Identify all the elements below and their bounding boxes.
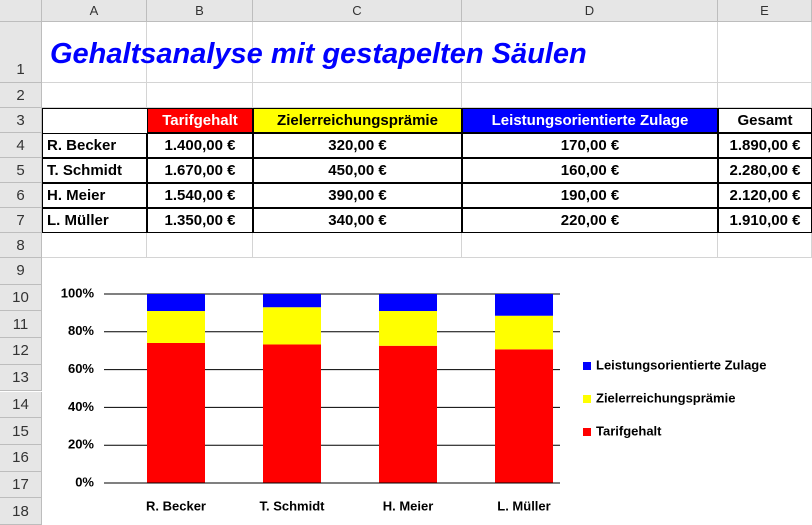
row-header: 13 xyxy=(0,364,42,392)
bar-segment xyxy=(379,345,437,483)
table-cell: 1.670,00 € xyxy=(147,158,253,183)
row-header: 5 xyxy=(0,158,42,183)
table-cell: H. Meier xyxy=(42,183,147,208)
y-tick-label: 100% xyxy=(61,285,95,300)
bar-segment xyxy=(263,307,321,345)
cell xyxy=(462,22,718,83)
table-cell: 1.400,00 € xyxy=(147,133,253,158)
bar-segment xyxy=(379,294,437,312)
y-tick-label: 0% xyxy=(75,474,94,489)
table-cell: T. Schmidt xyxy=(42,158,147,183)
table-cell: R. Becker xyxy=(42,133,147,158)
y-tick-label: 20% xyxy=(68,437,94,452)
legend-label: Zielerreichungsprämie xyxy=(596,390,735,405)
x-tick-label: H. Meier xyxy=(383,498,434,513)
table-cell: 450,00 € xyxy=(253,158,462,183)
row-header: 7 xyxy=(0,208,42,233)
cell xyxy=(147,233,253,258)
table-cell: 160,00 € xyxy=(462,158,718,183)
x-tick-label: R. Becker xyxy=(146,498,206,513)
row-header: 18 xyxy=(0,498,42,525)
bar-segment xyxy=(379,311,437,346)
table-header: Zielerreichungsprämie xyxy=(253,108,462,133)
table-cell: 170,00 € xyxy=(462,133,718,158)
cell xyxy=(462,83,718,108)
row-header: 2 xyxy=(0,83,42,108)
cell xyxy=(462,233,718,258)
bar-segment xyxy=(495,294,553,316)
legend-label: Tarifgehalt xyxy=(596,423,662,438)
cell xyxy=(253,233,462,258)
bar-segment xyxy=(147,342,205,483)
row-header: 8 xyxy=(0,233,42,258)
table-cell: 220,00 € xyxy=(462,208,718,233)
table-cell: 190,00 € xyxy=(462,183,718,208)
bar-segment xyxy=(147,294,205,312)
cell xyxy=(42,233,147,258)
bar-segment xyxy=(263,294,321,308)
x-tick-label: L. Müller xyxy=(497,498,550,513)
row-header: 10 xyxy=(0,284,42,312)
table-cell: 320,00 € xyxy=(253,133,462,158)
bar-segment xyxy=(263,344,321,483)
column-header: C xyxy=(253,0,462,22)
row-header: 17 xyxy=(0,471,42,499)
row-header: 14 xyxy=(0,391,42,419)
sheet-title: Gehaltsanalyse mit gestapelten Säulen xyxy=(50,38,587,70)
row-header: 11 xyxy=(0,311,42,339)
table-header: Leistungsorientierte Zulage xyxy=(462,108,718,133)
table-cell: 1.540,00 € xyxy=(147,183,253,208)
table-header: Tarifgehalt xyxy=(147,108,253,133)
legend-swatch xyxy=(583,362,591,370)
row-header: 3 xyxy=(0,108,42,133)
column-header: A xyxy=(42,0,147,22)
table-cell: 340,00 € xyxy=(253,208,462,233)
row-header: 15 xyxy=(0,418,42,445)
cell xyxy=(42,108,147,133)
x-tick-label: T. Schmidt xyxy=(259,498,325,513)
row-header: 9 xyxy=(0,258,42,285)
table-cell: L. Müller xyxy=(42,208,147,233)
row-header: 12 xyxy=(0,338,42,365)
y-tick-label: 40% xyxy=(68,399,94,414)
table-header: Gesamt xyxy=(718,108,812,133)
cell xyxy=(42,83,147,108)
column-header: D xyxy=(462,0,718,22)
row-header: 4 xyxy=(0,133,42,158)
cell xyxy=(147,83,253,108)
y-tick-label: 60% xyxy=(68,361,94,376)
column-header: B xyxy=(147,0,253,22)
legend-swatch xyxy=(583,395,591,403)
bar-segment xyxy=(147,311,205,343)
cell xyxy=(253,22,462,83)
bar-segment xyxy=(495,349,553,483)
y-tick-label: 80% xyxy=(68,323,94,338)
cell xyxy=(253,83,462,108)
corner xyxy=(0,0,42,22)
cell xyxy=(147,22,253,83)
bar-segment xyxy=(495,315,553,350)
row-header: 1 xyxy=(0,22,42,83)
row-header: 6 xyxy=(0,183,42,208)
legend-swatch xyxy=(583,428,591,436)
cell xyxy=(42,22,147,83)
row-header: 16 xyxy=(0,444,42,472)
legend-label: Leistungsorientierte Zulage xyxy=(596,357,766,372)
table-cell: 390,00 € xyxy=(253,183,462,208)
table-cell: 1.350,00 € xyxy=(147,208,253,233)
